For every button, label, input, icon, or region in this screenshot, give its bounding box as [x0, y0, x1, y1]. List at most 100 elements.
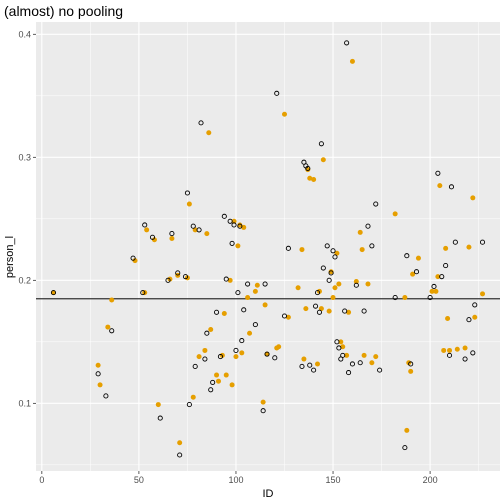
orange-point — [462, 345, 468, 351]
orange-point — [353, 279, 359, 285]
open-point — [470, 350, 476, 356]
orange-point — [215, 378, 221, 384]
open-point — [373, 201, 379, 207]
orange-point — [307, 175, 313, 181]
open-point — [452, 239, 458, 245]
orange-point — [470, 195, 476, 201]
open-point — [413, 269, 420, 275]
open-point — [305, 165, 311, 171]
open-point — [408, 361, 414, 367]
orange-point — [328, 269, 334, 275]
open-point — [198, 120, 204, 126]
orange-point — [359, 247, 365, 253]
open-point — [149, 234, 156, 240]
y-axis-ticks: 0.1 0.2 0.3 0.4 — [18, 29, 36, 408]
orange-point — [229, 382, 235, 388]
orange-point — [441, 347, 447, 353]
orange-point — [233, 354, 239, 360]
orange-point — [235, 243, 241, 249]
orange-point — [285, 314, 291, 320]
open-point — [443, 263, 449, 269]
orange-point — [155, 402, 161, 408]
orange-point — [132, 258, 138, 264]
open-point — [328, 270, 334, 276]
open-point — [221, 213, 227, 219]
major-gridlines — [36, 22, 500, 471]
open-point — [182, 274, 189, 280]
open-point — [314, 290, 321, 296]
open-point — [369, 243, 375, 249]
minor-gridlines — [36, 22, 500, 471]
open-point — [175, 270, 181, 276]
open-point — [353, 282, 359, 288]
open-point — [342, 308, 348, 314]
orange-point — [435, 274, 441, 280]
open-point — [320, 265, 326, 271]
open-point — [239, 338, 245, 344]
orange-point — [227, 277, 233, 283]
chart-title: (almost) no pooling — [4, 3, 123, 19]
orange-point — [97, 382, 103, 388]
orange-point — [433, 288, 439, 294]
open-point — [340, 352, 346, 358]
orange-point — [404, 427, 410, 433]
orange-point — [361, 352, 367, 358]
open-point — [214, 309, 220, 315]
orange-point — [239, 350, 245, 356]
orange-point — [369, 360, 375, 366]
open-point — [307, 362, 313, 368]
orange-point — [260, 399, 266, 405]
open-point — [241, 307, 247, 313]
open-point — [217, 354, 223, 360]
orange-point — [214, 372, 220, 378]
open-point — [332, 254, 338, 260]
orange-point — [320, 157, 326, 163]
orange-point — [410, 271, 416, 277]
open-point — [299, 363, 305, 369]
open-point — [204, 330, 210, 336]
open-point — [334, 339, 340, 345]
open-point — [229, 240, 235, 246]
orange-point — [254, 282, 260, 288]
open-point — [186, 402, 192, 408]
orange-point — [338, 339, 344, 345]
orange-point — [245, 295, 251, 301]
open-point — [439, 274, 445, 280]
orange-point — [330, 295, 336, 301]
orange-point — [247, 330, 253, 336]
open-point — [330, 248, 336, 254]
open-point — [336, 345, 342, 351]
orange-point — [336, 281, 342, 287]
open-point — [402, 445, 408, 451]
open-point — [346, 370, 352, 376]
open-point — [462, 356, 468, 362]
open-point — [392, 295, 398, 301]
orange-point — [202, 347, 208, 353]
orange-point — [346, 309, 352, 315]
open-point — [361, 308, 367, 314]
open-point — [274, 90, 280, 96]
open-point — [50, 290, 57, 296]
orange-point — [315, 361, 321, 367]
open-point — [262, 281, 268, 287]
orange-point — [392, 211, 398, 217]
open-point — [103, 393, 109, 399]
open-point — [95, 371, 101, 377]
open-point — [435, 170, 441, 176]
open-point — [177, 452, 183, 458]
orange-point — [472, 314, 478, 320]
orange-point — [301, 356, 307, 362]
open-point — [472, 302, 478, 308]
orange-point — [237, 222, 243, 228]
open-point — [190, 223, 196, 229]
open-point — [316, 309, 322, 315]
orange-point — [95, 362, 101, 368]
orange-point — [295, 285, 301, 291]
orange-point — [365, 281, 371, 287]
orange-point — [466, 244, 472, 250]
orange-point — [402, 295, 408, 301]
orange-point — [223, 372, 229, 378]
orange-point — [204, 231, 210, 237]
orange-point — [252, 288, 258, 294]
open-point — [427, 295, 433, 301]
